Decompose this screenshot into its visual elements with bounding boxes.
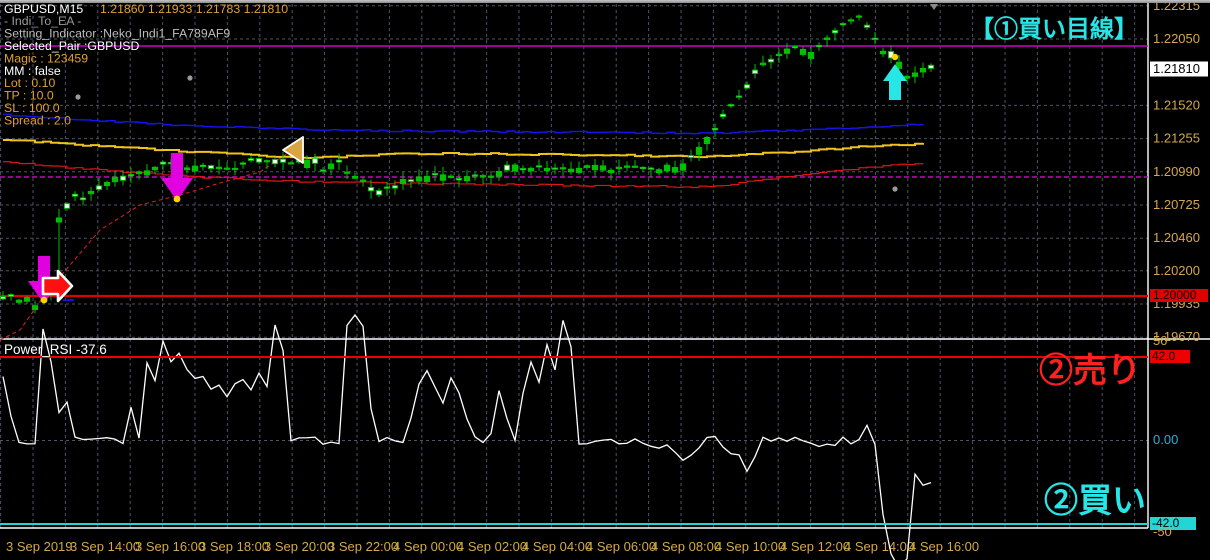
svg-text:4 Sep 06:00: 4 Sep 06:00 — [586, 539, 656, 554]
svg-text:50: 50 — [1153, 333, 1167, 348]
svg-text:4 Sep 12:00: 4 Sep 12:00 — [780, 539, 850, 554]
svg-text:1.20000: 1.20000 — [1153, 288, 1197, 302]
svg-text:1.20460: 1.20460 — [1153, 230, 1200, 245]
svg-text:4 Sep 04:00: 4 Sep 04:00 — [522, 539, 592, 554]
svg-text:Power_RSI -37.6: Power_RSI -37.6 — [4, 342, 107, 357]
svg-text:1.21860 1.21933 1.21783 1.2181: 1.21860 1.21933 1.21783 1.21810 — [100, 2, 288, 16]
svg-text:3 Sep 18:00: 3 Sep 18:00 — [199, 539, 269, 554]
svg-text:0.00: 0.00 — [1153, 432, 1178, 447]
svg-text:4 Sep 16:00: 4 Sep 16:00 — [909, 539, 979, 554]
svg-text:4 Sep 02:00: 4 Sep 02:00 — [457, 539, 527, 554]
svg-text:3 Sep 2019: 3 Sep 2019 — [6, 539, 73, 554]
svg-text:1.22050: 1.22050 — [1153, 31, 1200, 46]
svg-text:3 Sep 20:00: 3 Sep 20:00 — [264, 539, 334, 554]
svg-text:②買い: ②買い — [1044, 482, 1146, 520]
svg-text:1.21810: 1.21810 — [1153, 61, 1200, 76]
svg-text:4 Sep 10:00: 4 Sep 10:00 — [715, 539, 785, 554]
svg-text:Spread : 2.0: Spread : 2.0 — [4, 113, 71, 127]
svg-text:3 Sep 16:00: 3 Sep 16:00 — [135, 539, 205, 554]
svg-text:1.21520: 1.21520 — [1153, 97, 1200, 112]
svg-text:4 Sep 00:00: 4 Sep 00:00 — [393, 539, 463, 554]
svg-text:42.0: 42.0 — [1152, 349, 1176, 363]
svg-text:3 Sep 22:00: 3 Sep 22:00 — [328, 539, 398, 554]
svg-text:1.20990: 1.20990 — [1153, 164, 1200, 179]
svg-text:4 Sep 14:00: 4 Sep 14:00 — [844, 539, 914, 554]
svg-text:1.20200: 1.20200 — [1153, 263, 1200, 278]
svg-text:【①買い目線】: 【①買い目線】 — [970, 15, 1138, 43]
svg-text:1.20725: 1.20725 — [1153, 197, 1200, 212]
svg-text:4 Sep 08:00: 4 Sep 08:00 — [651, 539, 721, 554]
svg-text:-50: -50 — [1153, 524, 1172, 539]
svg-text:②売り: ②売り — [1039, 352, 1141, 390]
svg-text:1.21255: 1.21255 — [1153, 131, 1200, 146]
svg-text:3 Sep 14:00: 3 Sep 14:00 — [70, 539, 140, 554]
